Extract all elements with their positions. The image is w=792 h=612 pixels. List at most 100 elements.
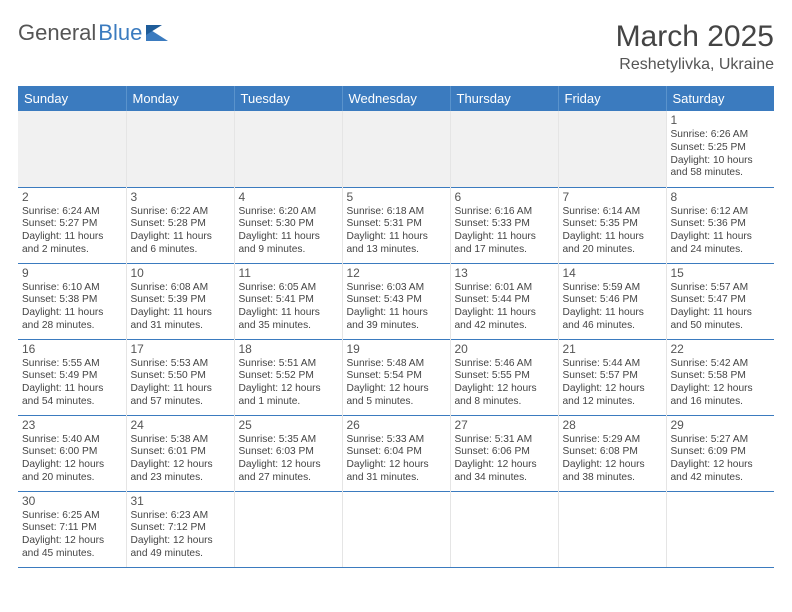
sunset-text: Sunset: 5:33 PM (455, 218, 554, 231)
daylight-text: Daylight: 11 hours (131, 383, 230, 396)
calendar-cell (558, 491, 666, 567)
sunset-text: Sunset: 5:49 PM (22, 370, 122, 383)
month-title: March 2025 (616, 20, 774, 54)
sunrise-text: Sunrise: 5:42 AM (671, 358, 771, 371)
calendar-cell: 13Sunrise: 6:01 AMSunset: 5:44 PMDayligh… (450, 263, 558, 339)
dow-thursday: Thursday (450, 86, 558, 111)
calendar-cell: 10Sunrise: 6:08 AMSunset: 5:39 PMDayligh… (126, 263, 234, 339)
calendar-cell: 30Sunrise: 6:25 AMSunset: 7:11 PMDayligh… (18, 491, 126, 567)
daylight-text: and 50 minutes. (671, 320, 771, 333)
daylight-text: and 31 minutes. (131, 320, 230, 333)
day-number: 11 (239, 266, 338, 281)
day-number: 24 (131, 418, 230, 433)
logo-flag-icon (146, 23, 172, 43)
sunset-text: Sunset: 5:25 PM (671, 142, 771, 155)
daylight-text: and 6 minutes. (131, 244, 230, 257)
calendar-cell: 1Sunrise: 6:26 AMSunset: 5:25 PMDaylight… (666, 111, 774, 187)
sunset-text: Sunset: 6:06 PM (455, 446, 554, 459)
calendar-cell (558, 111, 666, 187)
day-number: 28 (563, 418, 662, 433)
sunrise-text: Sunrise: 6:12 AM (671, 206, 771, 219)
calendar-cell (342, 491, 450, 567)
sunset-text: Sunset: 5:46 PM (563, 294, 662, 307)
calendar-cell: 5Sunrise: 6:18 AMSunset: 5:31 PMDaylight… (342, 187, 450, 263)
daylight-text: and 12 minutes. (563, 396, 662, 409)
sunset-text: Sunset: 5:47 PM (671, 294, 771, 307)
calendar-cell: 7Sunrise: 6:14 AMSunset: 5:35 PMDaylight… (558, 187, 666, 263)
daylight-text: and 1 minute. (239, 396, 338, 409)
daylight-text: Daylight: 11 hours (347, 231, 446, 244)
day-number: 15 (671, 266, 771, 281)
daylight-text: Daylight: 12 hours (455, 459, 554, 472)
day-number: 20 (455, 342, 554, 357)
calendar-cell: 8Sunrise: 6:12 AMSunset: 5:36 PMDaylight… (666, 187, 774, 263)
sunset-text: Sunset: 7:11 PM (22, 522, 122, 535)
sunrise-text: Sunrise: 5:46 AM (455, 358, 554, 371)
sunset-text: Sunset: 5:52 PM (239, 370, 338, 383)
dow-friday: Friday (558, 86, 666, 111)
day-number: 1 (671, 113, 771, 128)
calendar-cell: 25Sunrise: 5:35 AMSunset: 6:03 PMDayligh… (234, 415, 342, 491)
daylight-text: and 39 minutes. (347, 320, 446, 333)
calendar-cell: 2Sunrise: 6:24 AMSunset: 5:27 PMDaylight… (18, 187, 126, 263)
sunset-text: Sunset: 5:50 PM (131, 370, 230, 383)
sunrise-text: Sunrise: 5:59 AM (563, 282, 662, 295)
calendar-cell: 19Sunrise: 5:48 AMSunset: 5:54 PMDayligh… (342, 339, 450, 415)
sunset-text: Sunset: 5:54 PM (347, 370, 446, 383)
sunrise-text: Sunrise: 6:24 AM (22, 206, 122, 219)
daylight-text: and 2 minutes. (22, 244, 122, 257)
sunrise-text: Sunrise: 6:05 AM (239, 282, 338, 295)
daylight-text: and 34 minutes. (455, 472, 554, 485)
daylight-text: Daylight: 12 hours (563, 383, 662, 396)
daylight-text: Daylight: 10 hours (671, 155, 771, 168)
daylight-text: and 54 minutes. (22, 396, 122, 409)
daylight-text: Daylight: 12 hours (22, 459, 122, 472)
sunrise-text: Sunrise: 5:55 AM (22, 358, 122, 371)
day-number: 14 (563, 266, 662, 281)
day-number: 3 (131, 190, 230, 205)
calendar-cell: 9Sunrise: 6:10 AMSunset: 5:38 PMDaylight… (18, 263, 126, 339)
calendar-row: 9Sunrise: 6:10 AMSunset: 5:38 PMDaylight… (18, 263, 774, 339)
sunrise-text: Sunrise: 5:29 AM (563, 434, 662, 447)
day-number: 22 (671, 342, 771, 357)
daylight-text: and 9 minutes. (239, 244, 338, 257)
sunset-text: Sunset: 5:36 PM (671, 218, 771, 231)
daylight-text: and 57 minutes. (131, 396, 230, 409)
sunrise-text: Sunrise: 6:25 AM (22, 510, 122, 523)
location: Reshetylivka, Ukraine (616, 56, 774, 74)
daylight-text: and 31 minutes. (347, 472, 446, 485)
calendar-cell: 21Sunrise: 5:44 AMSunset: 5:57 PMDayligh… (558, 339, 666, 415)
calendar-cell: 6Sunrise: 6:16 AMSunset: 5:33 PMDaylight… (450, 187, 558, 263)
sunset-text: Sunset: 7:12 PM (131, 522, 230, 535)
sunrise-text: Sunrise: 5:27 AM (671, 434, 771, 447)
title-block: March 2025 Reshetylivka, Ukraine (616, 20, 774, 74)
sunrise-text: Sunrise: 5:33 AM (347, 434, 446, 447)
calendar-cell: 16Sunrise: 5:55 AMSunset: 5:49 PMDayligh… (18, 339, 126, 415)
day-number: 26 (347, 418, 446, 433)
calendar-row: 30Sunrise: 6:25 AMSunset: 7:11 PMDayligh… (18, 491, 774, 567)
day-number: 29 (671, 418, 771, 433)
sunrise-text: Sunrise: 5:48 AM (347, 358, 446, 371)
header: GeneralBlue March 2025 Reshetylivka, Ukr… (18, 20, 774, 74)
calendar-cell: 24Sunrise: 5:38 AMSunset: 6:01 PMDayligh… (126, 415, 234, 491)
calendar-cell (666, 491, 774, 567)
sunset-text: Sunset: 6:03 PM (239, 446, 338, 459)
calendar-cell: 12Sunrise: 6:03 AMSunset: 5:43 PMDayligh… (342, 263, 450, 339)
daylight-text: and 8 minutes. (455, 396, 554, 409)
calendar-cell: 29Sunrise: 5:27 AMSunset: 6:09 PMDayligh… (666, 415, 774, 491)
daylight-text: and 49 minutes. (131, 548, 230, 561)
calendar-cell (18, 111, 126, 187)
sunrise-text: Sunrise: 6:26 AM (671, 129, 771, 142)
sunset-text: Sunset: 5:55 PM (455, 370, 554, 383)
sunrise-text: Sunrise: 5:51 AM (239, 358, 338, 371)
dow-monday: Monday (126, 86, 234, 111)
calendar-cell: 3Sunrise: 6:22 AMSunset: 5:28 PMDaylight… (126, 187, 234, 263)
daylight-text: Daylight: 12 hours (22, 535, 122, 548)
calendar-cell: 31Sunrise: 6:23 AMSunset: 7:12 PMDayligh… (126, 491, 234, 567)
sunset-text: Sunset: 5:44 PM (455, 294, 554, 307)
daylight-text: Daylight: 12 hours (131, 459, 230, 472)
daylight-text: and 45 minutes. (22, 548, 122, 561)
calendar-cell (450, 111, 558, 187)
daylight-text: and 5 minutes. (347, 396, 446, 409)
sunset-text: Sunset: 5:31 PM (347, 218, 446, 231)
